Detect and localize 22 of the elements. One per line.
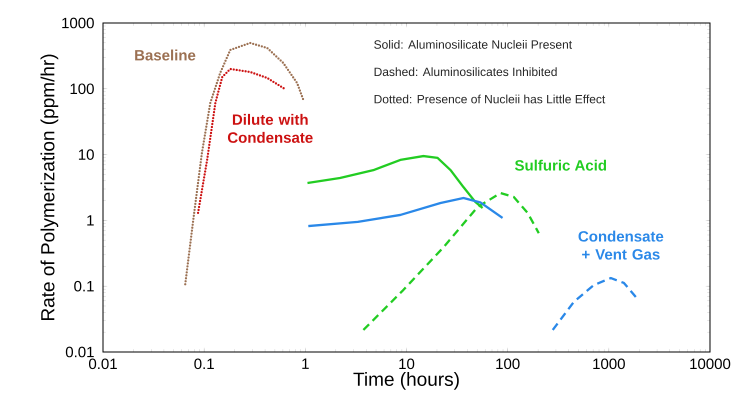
x-tick-label: 1 bbox=[302, 358, 309, 369]
x-tick-label: 10000 bbox=[690, 358, 730, 370]
x-tick-label: 0.1 bbox=[194, 358, 214, 370]
annotation: Solid: Aluminosilicate Nucleii Present bbox=[374, 40, 572, 49]
y-tick-label: 1000 bbox=[62, 18, 94, 28]
x-axis-title: Time (hours) bbox=[353, 372, 459, 390]
series-label: Dilute with Condensate bbox=[228, 114, 313, 143]
x-tick-label: 100 bbox=[496, 358, 520, 370]
x-tick-label: 1000 bbox=[593, 358, 625, 370]
x-tick-label: 10 bbox=[399, 358, 414, 370]
series-label: Baseline bbox=[135, 50, 196, 61]
x-tick-label: 0.01 bbox=[88, 358, 117, 370]
y-tick-label: 10 bbox=[78, 149, 94, 160]
y-tick-label: 0.1 bbox=[74, 280, 94, 292]
y-axis-title: Rate of Polymerization (ppm/hr) bbox=[40, 54, 58, 320]
annotation: Dotted: Presence of Nucleii has Little Effect bbox=[374, 94, 606, 104]
series-label: Sulfuric Acid bbox=[514, 160, 606, 171]
y-tick-label: 0.01 bbox=[66, 346, 94, 358]
y-tick-label: 100 bbox=[70, 83, 94, 94]
annotation: Dashed: Aluminosilicates Inhibited bbox=[374, 67, 557, 76]
y-tick-label: 1 bbox=[87, 215, 94, 226]
series-label: Condensate + Vent Gas bbox=[578, 230, 664, 260]
